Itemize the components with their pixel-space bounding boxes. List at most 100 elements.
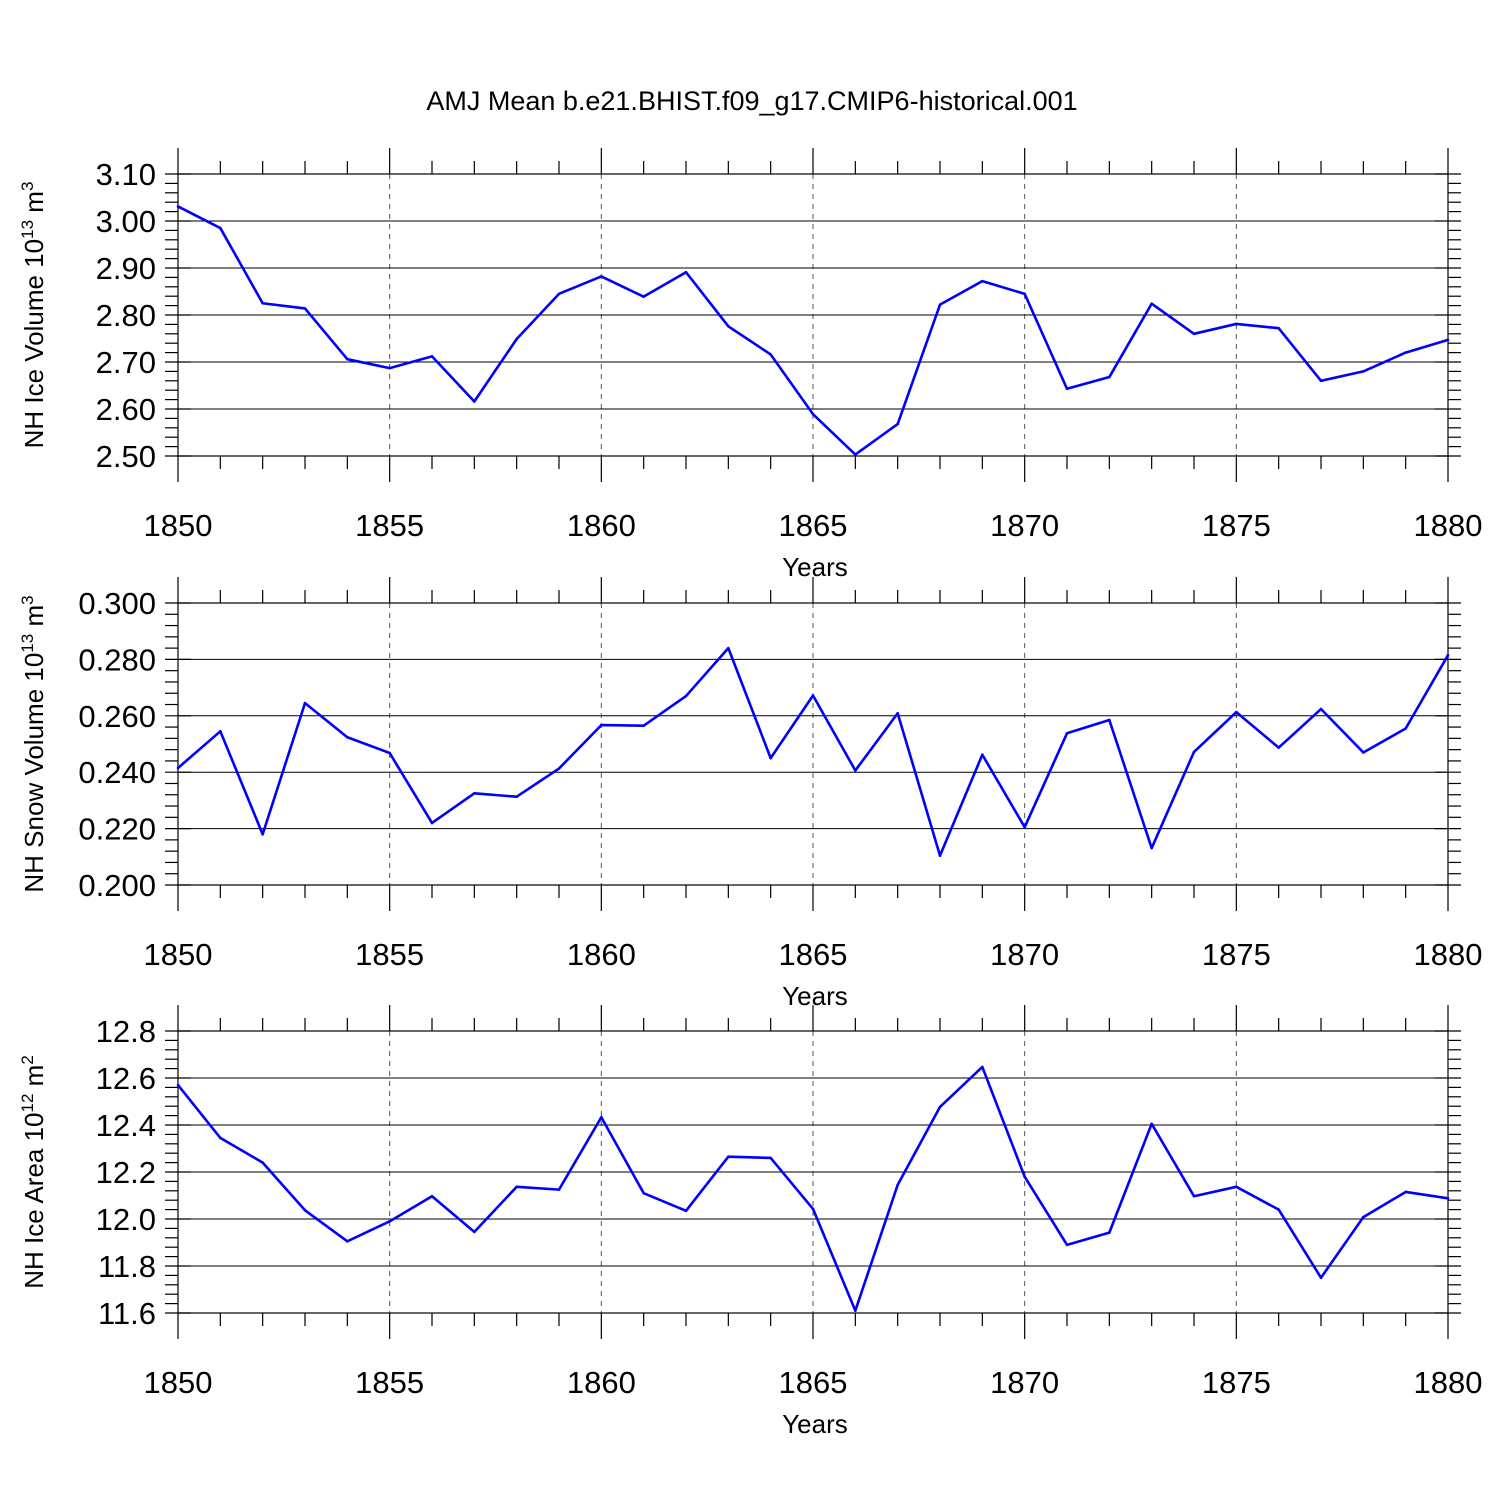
y-axis-label-unit-exponent: 3: [18, 182, 37, 191]
data-point: [1235, 1185, 1238, 1189]
data-point: [896, 422, 899, 426]
data-point: [515, 1185, 518, 1189]
x-tick-label: 1850: [144, 937, 213, 972]
x-tick-label: 1860: [567, 1365, 636, 1400]
x-tick-label: 1860: [567, 508, 636, 543]
y-tick-label: 2.50: [96, 439, 156, 474]
data-point: [1150, 846, 1153, 850]
data-point: [896, 1183, 899, 1187]
y-tick-label: 12.2: [96, 1155, 156, 1190]
data-point: [1404, 351, 1407, 354]
y-axis-label-exponent: 13: [18, 220, 37, 239]
data-point: [727, 1155, 730, 1159]
data-point: [430, 355, 434, 358]
x-tick-label: 1850: [144, 1365, 213, 1400]
y-tick-label: 0.280: [78, 642, 156, 677]
data-point: [811, 1207, 815, 1211]
data-point: [1192, 332, 1196, 336]
data-point: [176, 1083, 180, 1087]
y-axis-label-unit-exponent: 2: [18, 1055, 37, 1064]
x-tick-label: 1870: [990, 1365, 1059, 1400]
x-tick-label: 1875: [1202, 1365, 1271, 1400]
x-tick-label: 1870: [990, 508, 1059, 543]
data-point: [1362, 1215, 1365, 1219]
x-tick-label: 1870: [990, 937, 1059, 972]
data-point: [557, 1188, 561, 1191]
data-point: [1362, 370, 1365, 373]
chart-panel-3: 1850 1855 1860 1865 1870 1875 1880 11.6 11.8 12.0…: [18, 1005, 1482, 1439]
data-point: [727, 646, 730, 650]
data-point: [303, 1209, 307, 1212]
data-point: [1192, 750, 1196, 754]
data-point: [1065, 1243, 1069, 1247]
data-point: [515, 795, 518, 799]
y-axis-label: NH Ice Volume 1013 m3: [18, 182, 49, 449]
data-point: [684, 694, 688, 698]
y-axis-label-exponent: 13: [18, 634, 37, 653]
data-point: [1277, 326, 1280, 330]
data-point: [600, 723, 603, 727]
x-tick-label: 1880: [1414, 1365, 1483, 1400]
y-tick-label: 12.4: [96, 1108, 156, 1143]
data-point: [303, 307, 307, 310]
y-axis-label: NH Ice Area 1012 m2: [18, 1055, 49, 1289]
data-point: [1108, 718, 1111, 722]
x-tick-label: 1855: [355, 1365, 424, 1400]
y-tick-label: 3.10: [96, 157, 156, 192]
data-point: [896, 711, 899, 715]
x-tick-label: 1865: [779, 937, 848, 972]
data-point: [557, 292, 561, 296]
data-point: [1023, 1175, 1026, 1178]
data-point: [557, 767, 561, 770]
x-tick-label: 1875: [1202, 937, 1271, 972]
data-point: [600, 1115, 603, 1119]
y-axis-label-text: NH Snow Volume 10: [19, 653, 49, 893]
x-tick-label: 1865: [779, 508, 848, 543]
data-point: [473, 792, 476, 795]
y-tick-label: 3.00: [96, 204, 156, 239]
y-axis-label-unit: m: [19, 1065, 49, 1094]
data-point: [1446, 1197, 1450, 1200]
x-tick-label: 1880: [1414, 937, 1483, 972]
y-tick-label: 0.300: [78, 586, 156, 621]
data-point: [981, 279, 984, 283]
data-point: [938, 1105, 942, 1109]
data-point: [684, 1209, 688, 1213]
data-point: [642, 724, 645, 727]
data-point: [1023, 825, 1026, 829]
y-axis-label-unit: m: [19, 605, 49, 634]
data-point: [346, 357, 349, 361]
data-point: [346, 735, 349, 739]
data-point: [642, 1191, 645, 1195]
x-tick-label: 1855: [355, 508, 424, 543]
y-tick-label: 11.8: [98, 1249, 156, 1284]
data-point: [727, 324, 730, 328]
x-tick-label: 1875: [1202, 508, 1271, 543]
data-point: [1065, 731, 1069, 735]
data-point: [176, 766, 180, 770]
data-point: [261, 1161, 264, 1164]
data-point: [1023, 292, 1026, 296]
data-point: [1362, 751, 1365, 754]
data-point: [515, 337, 518, 341]
y-tick-label: 12.6: [96, 1061, 156, 1096]
data-point: [219, 730, 222, 733]
data-point: [303, 701, 307, 705]
data-point: [473, 400, 476, 403]
x-tick-label: 1850: [144, 508, 213, 543]
data-point: [1404, 1190, 1407, 1194]
data-point: [430, 821, 434, 825]
x-tick-label: 1855: [355, 937, 424, 972]
data-point: [938, 303, 942, 306]
data-point: [981, 753, 984, 757]
data-point: [388, 366, 391, 370]
data-point: [1108, 1231, 1111, 1234]
data-point: [1150, 302, 1153, 306]
data-point: [1446, 653, 1450, 657]
y-tick-label: 0.260: [78, 699, 156, 734]
chart-panel-1: 1850 1855 1860 1865 1870 1875 1880 2.50 2.60 2.70…: [18, 148, 1482, 582]
data-point: [769, 756, 772, 760]
y-tick-label: 2.70: [96, 345, 156, 380]
x-axis-label: Years: [782, 1409, 848, 1439]
data-point: [176, 205, 180, 208]
